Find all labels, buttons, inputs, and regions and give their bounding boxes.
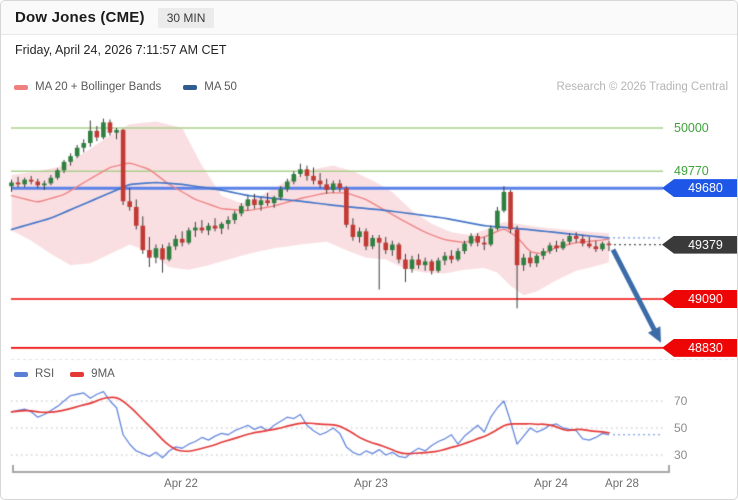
- x-axis-label-apr24: Apr 24: [534, 478, 568, 490]
- price-badge-last-49379: 49379: [662, 235, 737, 254]
- interval-badge: 30 MIN: [157, 7, 215, 28]
- chart-datetime: Friday, April 24, 2026 7:11:57 AM CET: [15, 43, 227, 57]
- price-badge-49680: 49680: [662, 179, 737, 198]
- nine-ma-legend-label: 9MA: [91, 368, 115, 380]
- bollinger-swatch-icon: [14, 84, 28, 90]
- rsi-swatch-icon: [14, 371, 28, 377]
- research-credit: Research © 2026 Trading Central: [556, 81, 728, 93]
- legend-item-rsi: RSI: [14, 368, 54, 380]
- price-badge-48830: 48830: [662, 338, 737, 357]
- instrument-title: Dow Jones (CME): [15, 9, 145, 26]
- x-axis-label-apr28: Apr 28: [605, 478, 639, 490]
- rsi-legend: RSI 9MA: [14, 368, 115, 380]
- rsi-guide-50: 50: [674, 421, 688, 435]
- bollinger-legend-label: MA 20 + Bollinger Bands: [35, 81, 162, 93]
- rsi-guide-30: 30: [674, 448, 688, 462]
- price-level-label-50000: 50000: [674, 121, 709, 135]
- rsi-legend-label: RSI: [35, 368, 55, 380]
- main-legend: MA 20 + Bollinger Bands MA 50: [14, 81, 237, 93]
- header: Dow Jones (CME) 30 MIN: [1, 1, 737, 35]
- legend-item-bollinger: MA 20 + Bollinger Bands: [14, 81, 161, 93]
- rsi-guide-70: 70: [674, 394, 688, 408]
- x-axis-label-apr22: Apr 22: [164, 478, 198, 490]
- ma50-legend-label: MA 50: [204, 81, 237, 93]
- legend-item-9ma: 9MA: [70, 368, 115, 380]
- nine-ma-swatch-icon: [70, 371, 85, 377]
- legend-item-ma50: MA 50: [183, 81, 237, 93]
- ma50-swatch-icon: [183, 84, 198, 90]
- price-badge-49090: 49090: [662, 289, 737, 308]
- x-axis-label-apr23: Apr 23: [354, 478, 388, 490]
- price-level-label-49770: 49770: [674, 164, 709, 179]
